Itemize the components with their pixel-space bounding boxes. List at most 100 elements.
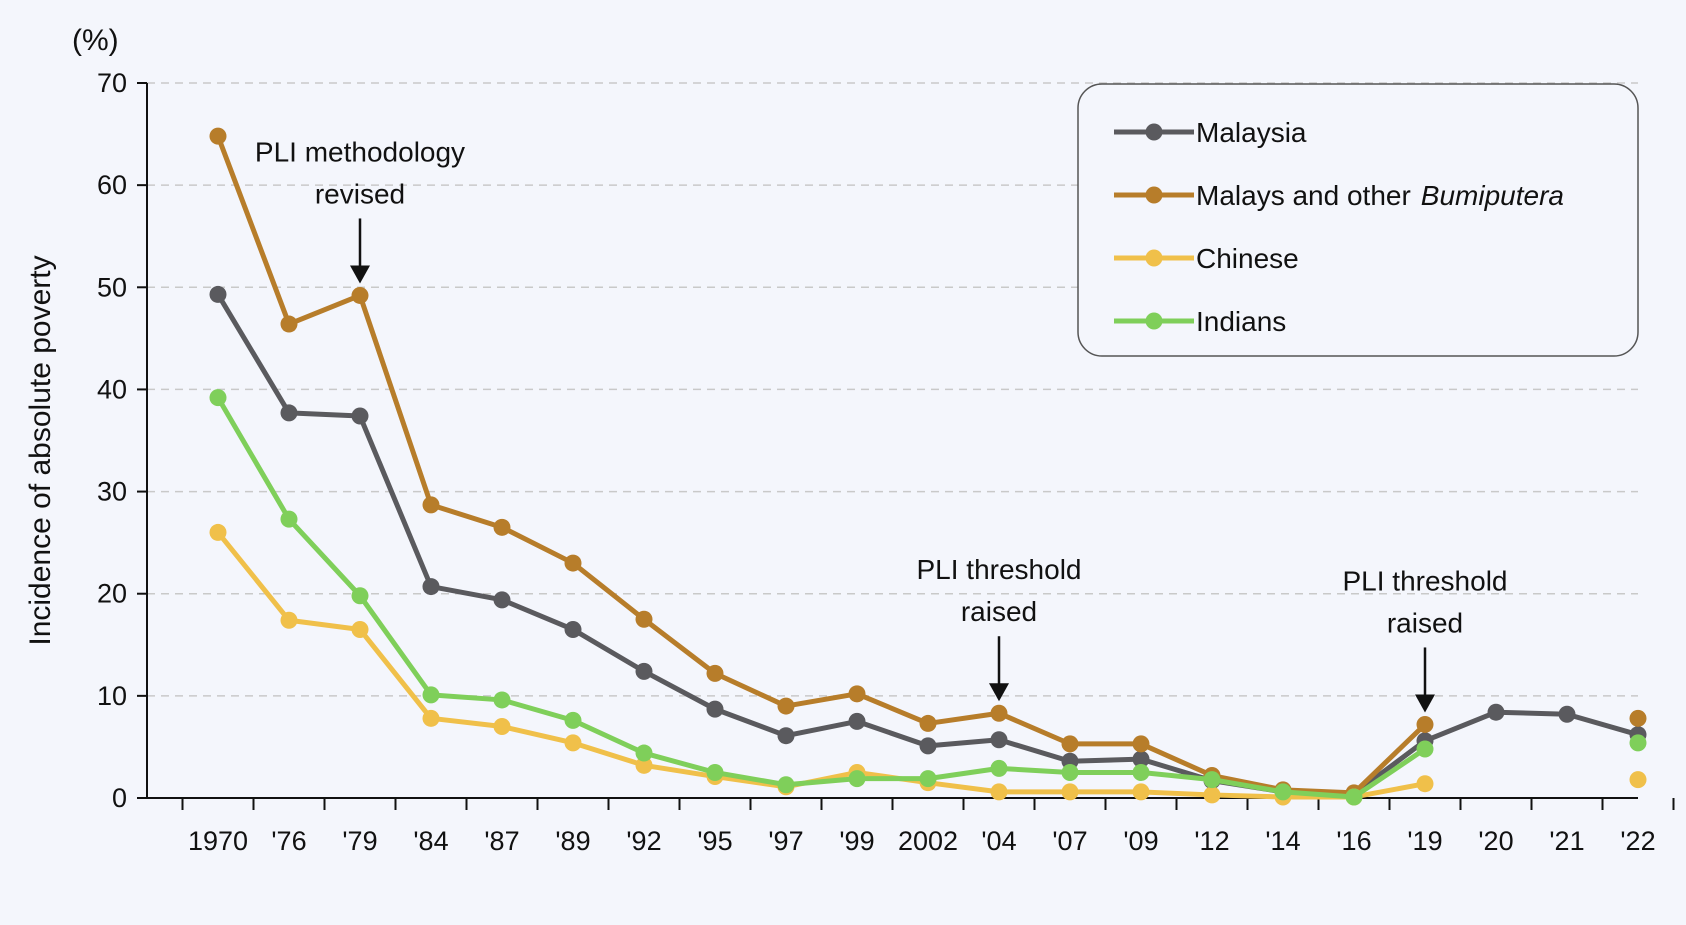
legend-swatch-marker xyxy=(1145,123,1163,141)
data-point xyxy=(209,389,227,407)
annotation-text: PLI threshold xyxy=(1343,565,1508,596)
y-axis-title: Incidence of absolute poverty xyxy=(24,255,57,645)
y-tick-label: 60 xyxy=(97,170,127,200)
data-point xyxy=(493,691,511,709)
legend: Malaysia Malays and other Bumiputera Chines… xyxy=(1077,83,1639,357)
y-tick-label: 20 xyxy=(97,579,127,609)
x-tick-label: '12 xyxy=(1194,826,1229,856)
data-point xyxy=(1132,750,1150,768)
annotation-arrow-head xyxy=(350,265,370,284)
series-line xyxy=(215,396,1427,800)
data-point xyxy=(1629,771,1647,789)
annotation-text: PLI threshold xyxy=(917,554,1082,585)
x-tick-label: '79 xyxy=(342,826,377,856)
data-point xyxy=(351,286,369,304)
x-tick-label: '20 xyxy=(1478,826,1513,856)
x-tick-label: '04 xyxy=(981,826,1016,856)
data-point xyxy=(1416,715,1434,733)
x-tick-label: '16 xyxy=(1336,826,1371,856)
data-point xyxy=(1274,783,1292,801)
annotation: PLI methodology revised xyxy=(255,136,465,284)
x-tick-label: '19 xyxy=(1407,826,1442,856)
data-point xyxy=(209,127,227,145)
annotation-arrow-head xyxy=(989,683,1009,702)
x-tick-label: '97 xyxy=(768,826,803,856)
legend-box xyxy=(1077,83,1639,357)
data-point xyxy=(1203,786,1221,804)
series-3 xyxy=(209,389,1647,806)
y-tick-label: 0 xyxy=(112,783,127,813)
data-point xyxy=(990,759,1008,777)
data-point xyxy=(351,407,369,425)
x-tick-label: 2002 xyxy=(898,826,958,856)
annotation-arrow-head xyxy=(1415,694,1435,713)
annotation-text: raised xyxy=(1387,607,1463,638)
y-unit-label: (%) xyxy=(72,24,119,57)
annotations: PLI methodology revised PLI threshold raise… xyxy=(255,136,1508,713)
data-point xyxy=(706,664,724,682)
data-point xyxy=(564,620,582,638)
y-tick-label: 50 xyxy=(97,272,127,302)
legend-item: Malaysia xyxy=(1114,117,1307,148)
annotation-text: raised xyxy=(961,596,1037,627)
data-point xyxy=(635,756,653,774)
x-tick-label: '84 xyxy=(413,826,448,856)
x-tick-label: '76 xyxy=(271,826,306,856)
data-point xyxy=(1132,763,1150,781)
x-tick-label: '14 xyxy=(1265,826,1300,856)
data-point xyxy=(777,697,795,715)
data-point xyxy=(209,523,227,541)
data-point xyxy=(422,709,440,727)
data-point xyxy=(1132,735,1150,753)
data-point xyxy=(422,578,440,596)
annotation-text: revised xyxy=(315,178,405,209)
x-tick-label: '99 xyxy=(839,826,874,856)
data-point xyxy=(1629,709,1647,727)
x-tick-label: '95 xyxy=(697,826,732,856)
data-point xyxy=(351,620,369,638)
legend-swatch-marker xyxy=(1145,186,1163,204)
data-point xyxy=(280,611,298,629)
legend-item: Indians xyxy=(1114,306,1286,337)
legend-label: Malaysia xyxy=(1196,117,1307,148)
data-point xyxy=(848,770,866,788)
y-tick-label: 40 xyxy=(97,374,127,404)
data-point xyxy=(280,315,298,333)
data-point xyxy=(564,554,582,572)
data-point xyxy=(848,712,866,730)
data-point xyxy=(351,587,369,605)
data-point xyxy=(1345,788,1363,806)
legend-label: Malays and other Bumiputera xyxy=(1196,180,1564,211)
data-point xyxy=(1629,734,1647,752)
data-point xyxy=(848,685,866,703)
data-point xyxy=(1061,735,1079,753)
y-tick-label: 10 xyxy=(97,681,127,711)
data-point xyxy=(990,704,1008,722)
legend-label: Chinese xyxy=(1196,243,1299,274)
data-point xyxy=(990,783,1008,801)
data-point xyxy=(919,714,937,732)
annotation: PLI threshold raised xyxy=(917,554,1082,702)
data-point xyxy=(1487,703,1505,721)
data-point xyxy=(706,700,724,718)
x-tick-label: '22 xyxy=(1620,826,1655,856)
data-point xyxy=(635,610,653,628)
data-point xyxy=(280,404,298,422)
data-point xyxy=(493,518,511,536)
data-point xyxy=(919,770,937,788)
data-point xyxy=(422,496,440,514)
data-point xyxy=(1061,783,1079,801)
data-point xyxy=(635,662,653,680)
data-point xyxy=(635,744,653,762)
y-tick-label: 70 xyxy=(97,68,127,98)
data-point xyxy=(990,731,1008,749)
data-point xyxy=(1416,740,1434,758)
y-tick-label: 30 xyxy=(97,477,127,507)
data-point xyxy=(777,727,795,745)
data-point xyxy=(280,510,298,528)
gridlines xyxy=(147,82,1638,697)
data-point xyxy=(777,776,795,794)
x-tick-label: '89 xyxy=(555,826,590,856)
annotation-text: PLI methodology xyxy=(255,136,465,167)
data-point xyxy=(564,734,582,752)
